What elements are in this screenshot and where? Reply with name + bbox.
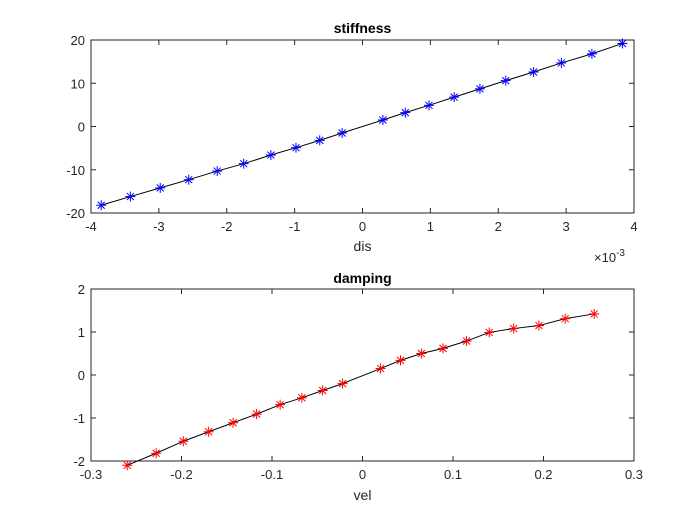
damping-ytick-label: 2 bbox=[78, 282, 85, 297]
damping-point bbox=[317, 385, 328, 396]
stiffness-point bbox=[377, 115, 388, 126]
stiffness-point bbox=[449, 92, 460, 103]
stiffness-point bbox=[96, 200, 107, 211]
stiffness-point bbox=[125, 191, 136, 202]
stiffness-ytick-label: 20 bbox=[71, 33, 85, 48]
damping-series bbox=[122, 308, 600, 471]
damping-point bbox=[416, 348, 427, 359]
stiffness-point bbox=[238, 158, 249, 169]
stiffness-ytick-label: -20 bbox=[66, 206, 85, 221]
damping-xtick-label: 0.3 bbox=[625, 467, 643, 482]
damping-xlabel: vel bbox=[354, 487, 372, 503]
stiffness-xtick-label: -2 bbox=[221, 219, 233, 234]
damping-point bbox=[508, 323, 519, 334]
stiffness-xtick-label: 0 bbox=[359, 219, 366, 234]
damping-xtick-label: -0.2 bbox=[170, 467, 192, 482]
stiffness-xtick-label: -4 bbox=[85, 219, 97, 234]
damping-series-line bbox=[127, 313, 595, 466]
damping-point bbox=[296, 392, 307, 403]
damping-ytick-label: -1 bbox=[73, 411, 85, 426]
stiffness-point bbox=[314, 135, 325, 146]
damping-ytick-label: 1 bbox=[78, 325, 85, 340]
stiffness-xlabel: dis bbox=[354, 238, 372, 254]
damping-point bbox=[203, 426, 214, 437]
stiffness-point bbox=[617, 38, 628, 49]
damping-point bbox=[122, 460, 133, 471]
damping-title: damping bbox=[333, 270, 391, 286]
stiffness-point bbox=[500, 75, 511, 86]
damping-xtick-label: 0 bbox=[359, 467, 366, 482]
damping-point bbox=[275, 399, 286, 410]
damping-xtick-label: 0.1 bbox=[444, 467, 462, 482]
damping-point bbox=[533, 320, 544, 331]
stiffness-title: stiffness bbox=[334, 20, 392, 36]
stiffness-point bbox=[474, 83, 485, 94]
stiffness-xtick-label: -3 bbox=[153, 219, 165, 234]
damping-point bbox=[178, 436, 189, 447]
stiffness-series bbox=[96, 38, 628, 211]
stiffness-ytick-label: -10 bbox=[66, 163, 85, 178]
stiffness-point bbox=[337, 127, 348, 138]
stiffness-point bbox=[290, 142, 301, 153]
damping-ytick-label: 0 bbox=[78, 368, 85, 383]
stiffness-xtick-label: 1 bbox=[427, 219, 434, 234]
damping-ticks: -0.3 -0.2 -0.1 0 0.1 0.2 0.3 -2 -1 0 1 2 bbox=[73, 282, 643, 482]
exponent-base: ×10 bbox=[594, 250, 616, 265]
stiffness-ytick-label: 10 bbox=[71, 76, 85, 91]
damping-ytick-label: -2 bbox=[73, 454, 85, 469]
stiffness-x-exponent: ×10-3 bbox=[594, 248, 625, 265]
stiffness-xtick-label: -1 bbox=[289, 219, 301, 234]
damping-point bbox=[251, 409, 262, 420]
damping-point bbox=[589, 308, 600, 319]
stiffness-point bbox=[212, 166, 223, 177]
stiffness-xtick-label: 4 bbox=[630, 219, 637, 234]
damping-point bbox=[337, 378, 348, 389]
damping-subplot: -0.3 -0.2 -0.1 0 0.1 0.2 0.3 -2 -1 0 1 2 damping ve… bbox=[73, 270, 643, 503]
stiffness-point bbox=[556, 57, 567, 68]
stiffness-point bbox=[424, 100, 435, 111]
stiffness-point bbox=[265, 150, 276, 161]
exponent-power: -3 bbox=[616, 248, 625, 259]
stiffness-point bbox=[155, 182, 166, 193]
stiffness-point bbox=[586, 48, 597, 59]
stiffness-point bbox=[183, 174, 194, 185]
stiffness-xtick-label: 2 bbox=[495, 219, 502, 234]
damping-plot-area bbox=[90, 288, 635, 462]
damping-point bbox=[438, 343, 449, 354]
damping-xtick-label: 0.2 bbox=[534, 467, 552, 482]
stiffness-xtick-label: 3 bbox=[563, 219, 570, 234]
damping-point bbox=[228, 417, 239, 428]
damping-point bbox=[560, 313, 571, 324]
stiffness-point bbox=[528, 67, 539, 78]
damping-xtick-label: -0.1 bbox=[261, 467, 283, 482]
damping-point bbox=[395, 355, 406, 366]
damping-xtick-label: -0.3 bbox=[80, 467, 102, 482]
damping-point bbox=[151, 448, 162, 459]
damping-point bbox=[375, 363, 386, 374]
stiffness-point bbox=[400, 107, 411, 118]
stiffness-series-line bbox=[101, 42, 623, 206]
stiffness-ytick-label: 0 bbox=[78, 120, 85, 135]
damping-point bbox=[461, 336, 472, 347]
damping-point bbox=[484, 327, 495, 338]
